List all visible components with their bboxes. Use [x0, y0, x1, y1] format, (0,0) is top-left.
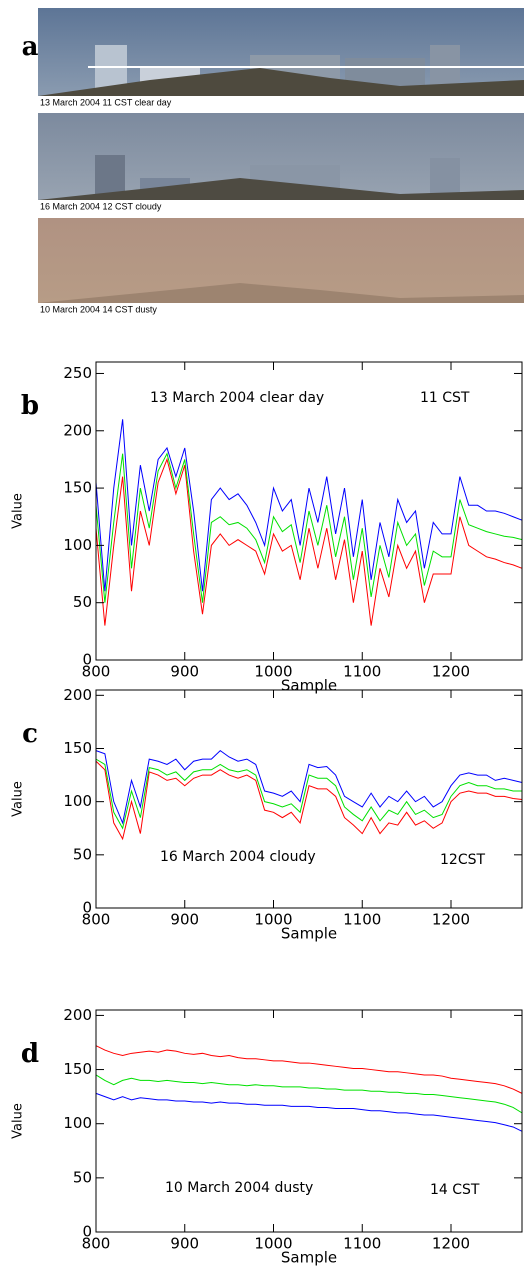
plot-frame [95, 361, 523, 661]
y-tick-label: 250 [63, 364, 92, 382]
data-line [95, 457, 523, 626]
x-tick-label: 1200 [432, 1235, 470, 1253]
y-tick-label: 200 [63, 686, 92, 704]
photo-caption: 13 March 2004 11 CST clear day [40, 97, 172, 107]
annotation: 11 CST [420, 390, 470, 406]
y-tick-label: 50 [73, 1168, 92, 1186]
x-tick-label: 1100 [343, 911, 381, 929]
photo-caption: 10 March 2004 14 CST dusty [40, 304, 157, 314]
data-line [95, 758, 522, 830]
data-line [95, 1092, 523, 1132]
panel-label: c [22, 719, 38, 749]
annotation: 10 March 2004 dusty [165, 1180, 313, 1196]
photo-caption: 16 March 2004 12 CST cloudy [40, 201, 162, 211]
y-tick-label: 0 [82, 899, 92, 917]
photo-cloudy [38, 113, 524, 200]
plot-frame [95, 1009, 523, 1233]
annotation: 16 March 2004 cloudy [160, 849, 316, 865]
x-tick-label: 1000 [254, 911, 292, 929]
x-tick-label: 1000 [254, 1235, 292, 1253]
data-line [95, 452, 523, 603]
annotation: 12CST [440, 852, 485, 868]
photo-clear [38, 8, 524, 96]
x-tick-label: 800 [82, 911, 111, 929]
data-line [95, 760, 523, 841]
x-tick-label: 900 [170, 911, 199, 929]
y-tick-label: 200 [63, 1006, 92, 1024]
y-tick-label: 200 [63, 421, 92, 439]
plot-frame [95, 689, 523, 909]
photo-dusty [38, 218, 524, 303]
data-line [95, 1045, 523, 1094]
x-tick-label: 1000 [254, 663, 292, 681]
y-tick-label: 0 [82, 1223, 92, 1241]
annotation: 14 CST [430, 1182, 480, 1198]
panel-label: a [22, 32, 39, 62]
y-tick-label: 0 [82, 651, 92, 669]
x-tick-label: 1200 [432, 663, 470, 681]
x-tick-label: 1100 [343, 663, 381, 681]
annotation: 13 March 2004 clear day [150, 390, 324, 406]
y-tick-label: 50 [73, 845, 92, 863]
y-tick-label: 50 [73, 593, 92, 611]
y-tick-label: 100 [63, 1114, 92, 1132]
y-tick-label: 100 [63, 792, 92, 810]
x-tick-label: 1200 [432, 911, 470, 929]
data-line [95, 749, 523, 825]
y-tick-label: 150 [63, 1060, 92, 1078]
x-tick-label: 900 [170, 1235, 199, 1253]
x-axis-label: Sample [281, 1249, 337, 1267]
data-line [95, 419, 523, 592]
y-tick-label: 100 [63, 536, 92, 554]
x-axis-label: Sample [281, 677, 337, 695]
y-axis-label: Value [11, 1103, 26, 1139]
panel-label: d [21, 1039, 39, 1069]
y-axis-label: Value [11, 493, 26, 529]
x-tick-label: 800 [82, 663, 111, 681]
x-tick-label: 800 [82, 1235, 111, 1253]
x-tick-label: 900 [170, 663, 199, 681]
panel-label: b [21, 391, 39, 421]
y-tick-label: 150 [63, 739, 92, 757]
data-line [95, 1074, 523, 1114]
x-tick-label: 1100 [343, 1235, 381, 1253]
y-axis-label: Value [11, 781, 26, 817]
y-tick-label: 150 [63, 479, 92, 497]
x-axis-label: Sample [281, 925, 337, 943]
